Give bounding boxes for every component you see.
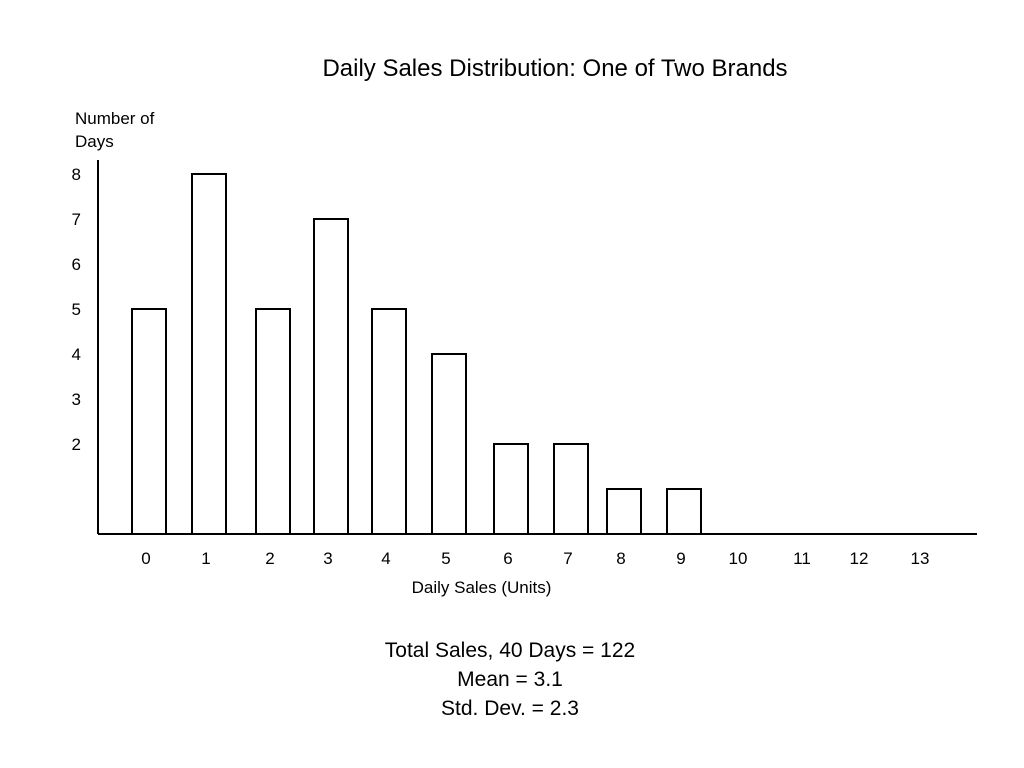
bar-8 <box>606 488 642 535</box>
bar-1 <box>191 173 227 535</box>
x-tick-label: 13 <box>911 549 930 568</box>
total-sales-text: Total Sales, 40 Days = 122 <box>384 639 636 662</box>
y-tick-label: 7 <box>72 210 81 229</box>
x-tick-label: 0 <box>141 549 150 568</box>
summary-statistics: Total Sales, 40 Days = 122 Mean = 3.1 St… <box>0 636 1020 723</box>
x-tick-label: 6 <box>503 549 512 568</box>
bar-2 <box>255 308 291 535</box>
bar-0 <box>131 308 167 535</box>
bar-4 <box>371 308 407 535</box>
y-tick-label: 3 <box>72 390 81 409</box>
x-tick-label: 8 <box>616 549 625 568</box>
x-axis-label: Daily Sales (Units) <box>411 578 552 597</box>
bar-9 <box>666 488 702 535</box>
bar-7 <box>553 443 589 535</box>
axes <box>97 160 977 535</box>
bar-6 <box>493 443 529 535</box>
y-axis-label: Number of Days <box>75 109 155 151</box>
std-dev-text: Std. Dev. = 2.3 <box>441 697 579 720</box>
bars <box>131 173 702 535</box>
x-tick-label: 2 <box>265 549 274 568</box>
y-tick-label: 4 <box>72 345 81 364</box>
x-tick-label: 4 <box>381 549 390 568</box>
y-tick-labels: 8 7 6 5 4 3 2 <box>72 165 81 454</box>
y-tick-label: 8 <box>72 165 81 184</box>
y-tick-label: 6 <box>72 255 81 274</box>
x-tick-label: 12 <box>850 549 869 568</box>
x-tick-label: 7 <box>563 549 572 568</box>
y-tick-label: 5 <box>72 300 81 319</box>
x-tick-label: 9 <box>676 549 685 568</box>
y-tick-label: 2 <box>72 435 81 454</box>
x-tick-label: 11 <box>793 549 811 568</box>
bar-5 <box>431 353 467 535</box>
bar-3 <box>313 218 349 535</box>
mean-text: Mean = 3.1 <box>457 668 563 691</box>
x-tick-labels: 0 1 2 3 4 5 6 7 8 9 10 11 12 13 <box>141 549 929 568</box>
x-tick-label: 10 <box>729 549 748 568</box>
x-tick-label: 3 <box>323 549 332 568</box>
x-tick-label: 1 <box>201 549 210 568</box>
x-tick-label: 5 <box>441 549 450 568</box>
chart-title: Daily Sales Distribution: One of Two Bra… <box>322 55 788 82</box>
